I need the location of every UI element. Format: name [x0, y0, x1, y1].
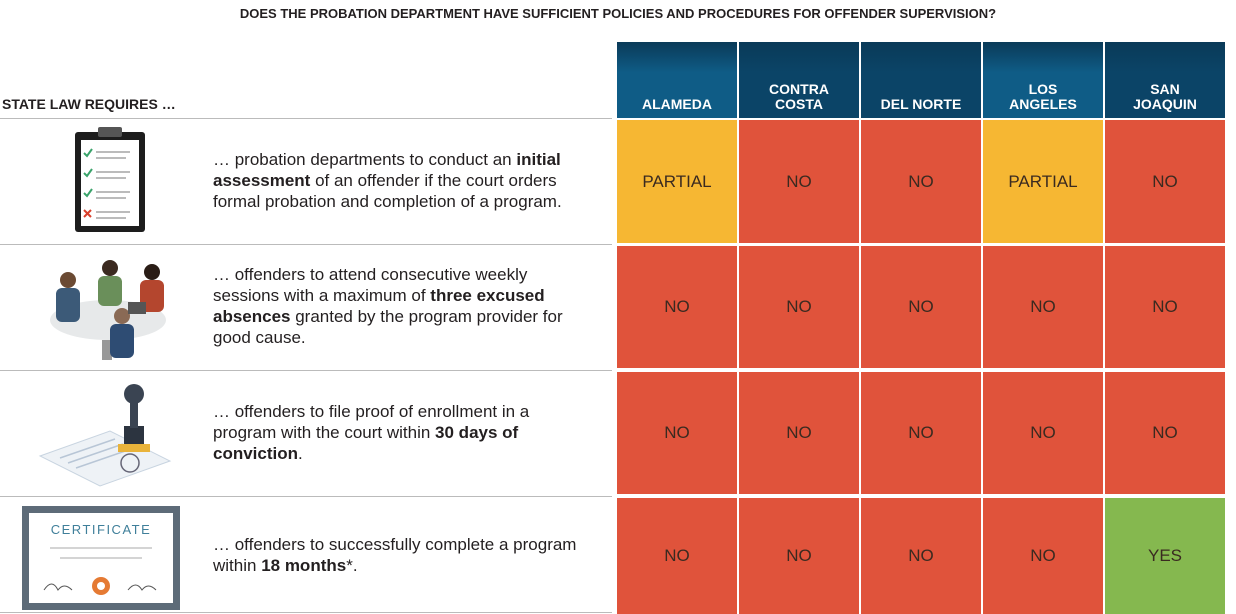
status-cell: NO — [861, 498, 981, 614]
row-divider — [0, 496, 612, 497]
row-header: STATE LAW REQUIRES … — [2, 96, 176, 112]
column-label: ALAMEDA — [642, 96, 712, 112]
bold-text: 18 months — [261, 556, 347, 575]
status-cell: NO — [983, 372, 1103, 494]
status-cell: NO — [739, 120, 859, 243]
bold-text: 30 days of conviction — [213, 422, 519, 463]
clipboard-icon — [75, 127, 145, 232]
status-cell: PARTIAL — [983, 120, 1103, 243]
text: … offenders to attend consecutive weekly… — [213, 265, 528, 305]
text: . — [298, 443, 303, 463]
column-header: LOS ANGELES — [983, 42, 1103, 118]
status-cell: NO — [861, 372, 981, 494]
certificate-label: CERTIFICATE — [51, 522, 152, 537]
column-header: DEL NORTE — [861, 42, 981, 118]
status-cell: NO — [617, 372, 737, 494]
status-cell: NO — [1105, 246, 1225, 368]
status-cell: NO — [861, 246, 981, 368]
status-cell: NO — [617, 498, 737, 614]
column-header: CONTRA COSTA — [739, 42, 859, 118]
text: *. — [346, 556, 358, 575]
row-text: … offenders to successfully complete a p… — [213, 534, 588, 576]
row-text: … probation departments to conduct an in… — [213, 149, 588, 212]
column-label: LOS ANGELES — [1009, 81, 1077, 112]
bold-text: initial assessment — [213, 150, 561, 190]
stamp-icon — [38, 384, 172, 487]
row-divider — [0, 370, 612, 371]
status-cell: NO — [739, 372, 859, 494]
status-cell: NO — [983, 246, 1103, 368]
row-divider — [0, 612, 612, 613]
row-text: … offenders to attend consecutive weekly… — [213, 264, 588, 348]
text: of an offender if the court orders forma… — [213, 171, 562, 211]
status-cell: NO — [617, 246, 737, 368]
column-header: SAN JOAQUIN — [1105, 42, 1225, 118]
title: DOES THE PROBATION DEPARTMENT HAVE SUFFI… — [239, 6, 997, 21]
status-cell: YES — [1105, 498, 1225, 614]
text: … offenders to file proof of enrollment … — [213, 401, 530, 442]
row-text: … offenders to file proof of enrollment … — [213, 401, 588, 464]
text: … offenders to successfully complete a p… — [213, 535, 577, 575]
column-label: SAN JOAQUIN — [1133, 81, 1197, 112]
certificate-icon: CERTIFICATE — [22, 506, 180, 610]
text: granted by the program provider for good… — [213, 307, 563, 347]
text: … probation departments to conduct an — [213, 150, 517, 169]
column-label: CONTRA COSTA — [769, 81, 829, 112]
meeting-icon — [50, 260, 166, 360]
bold-text: three excused absences — [213, 286, 545, 326]
status-cell: NO — [983, 498, 1103, 614]
status-cell: PARTIAL — [617, 120, 737, 243]
row-divider — [0, 244, 612, 245]
row-text-box: … probation departments to conduct an in… — [213, 118, 588, 243]
row-text-box: … offenders to file proof of enrollment … — [213, 370, 588, 494]
row-text-box: … offenders to successfully complete a p… — [213, 496, 588, 614]
column-label: DEL NORTE — [880, 96, 962, 112]
status-cell: NO — [861, 120, 981, 243]
status-cell: NO — [1105, 372, 1225, 494]
status-cell: NO — [739, 246, 859, 368]
row-divider — [0, 118, 612, 119]
row-text-box: … offenders to attend consecutive weekly… — [213, 244, 588, 368]
status-cell: NO — [739, 498, 859, 614]
column-header: ALAMEDA — [617, 42, 737, 118]
status-cell: NO — [1105, 120, 1225, 243]
